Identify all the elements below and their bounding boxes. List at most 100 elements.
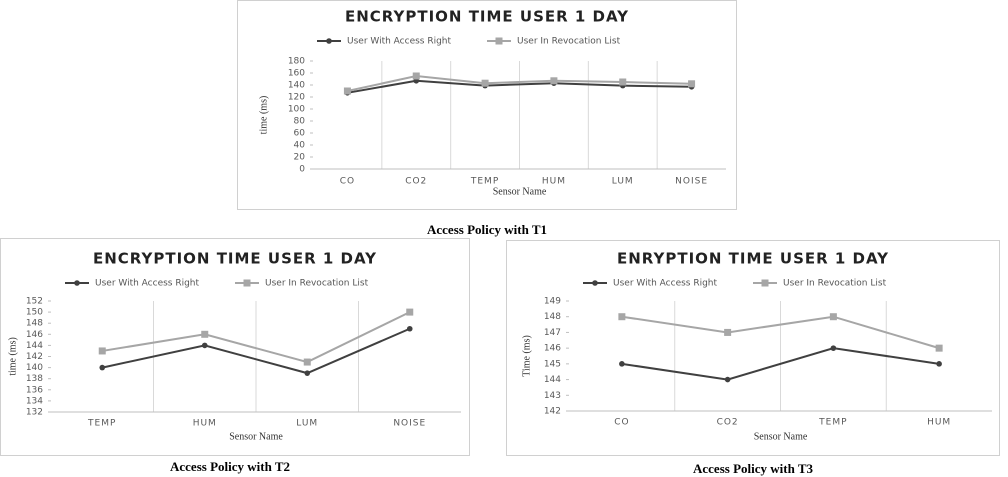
y-tick-label: 136 bbox=[26, 385, 43, 395]
chart-panel: ENCRYPTION TIME USER 1 DAY 132 134 136 138 14… bbox=[0, 238, 470, 456]
x-tick-label: LUM bbox=[612, 177, 634, 187]
legend-marker bbox=[326, 38, 332, 44]
caption: Access Policy with T1 bbox=[427, 222, 547, 237]
x-axis-title: Sensor Name bbox=[493, 186, 547, 197]
y-tick-label: 120 bbox=[288, 93, 305, 103]
legend-marker bbox=[243, 279, 251, 287]
legend-label: User With Access Right bbox=[613, 279, 718, 289]
data-point bbox=[481, 79, 489, 87]
y-tick-label: 40 bbox=[294, 141, 306, 151]
series-line bbox=[102, 327, 411, 375]
data-point bbox=[412, 72, 420, 80]
y-tick-label: 160 bbox=[288, 69, 305, 79]
x-tick-label: HUM bbox=[193, 419, 217, 429]
y-axis-title: time (ms) bbox=[258, 96, 269, 135]
x-axis-title: Sensor Name bbox=[229, 431, 283, 442]
y-tick-label: 20 bbox=[294, 153, 306, 163]
x-tick-label: HUM bbox=[542, 177, 566, 187]
series-line bbox=[347, 79, 692, 94]
y-axis-title: time (ms) bbox=[7, 337, 18, 376]
y-tick-label: 142 bbox=[544, 407, 561, 417]
y-tick-label: 180 bbox=[288, 57, 305, 67]
y-tick-label: 149 bbox=[544, 297, 561, 307]
y-tick-label: 138 bbox=[26, 374, 43, 384]
legend-marker bbox=[74, 280, 80, 286]
series-line bbox=[347, 74, 692, 92]
x-tick-label: CO2 bbox=[405, 177, 427, 187]
chart-panel: ENRYPTION TIME USER 1 DAY 142 143 144 145 146… bbox=[506, 240, 1000, 456]
data-point bbox=[406, 308, 414, 316]
x-tick-label: NOISE bbox=[393, 419, 426, 429]
x-axis-title: Sensor Name bbox=[754, 431, 808, 442]
legend-marker bbox=[592, 280, 598, 286]
series-line bbox=[102, 311, 411, 364]
data-point bbox=[935, 344, 943, 352]
data-point bbox=[724, 328, 732, 336]
data-point bbox=[99, 364, 106, 371]
y-tick-label: 148 bbox=[544, 312, 561, 322]
x-tick-label: NOISE bbox=[675, 177, 708, 187]
data-point bbox=[550, 77, 558, 85]
x-tick-label: TEMP bbox=[818, 418, 847, 428]
data-point bbox=[201, 330, 209, 338]
data-point bbox=[98, 347, 106, 355]
chart: ENRYPTION TIME USER 1 DAY 142 143 144 145 146… bbox=[521, 250, 992, 442]
data-point bbox=[618, 313, 626, 321]
data-point bbox=[619, 361, 625, 367]
legend-label: User With Access Right bbox=[347, 37, 452, 47]
y-tick-label: 146 bbox=[544, 344, 561, 354]
legend-marker bbox=[495, 37, 503, 45]
data-point bbox=[724, 376, 731, 383]
y-tick-label: 60 bbox=[294, 129, 306, 139]
data-point bbox=[304, 370, 311, 376]
y-tick-label: 132 bbox=[26, 408, 43, 418]
y-tick-label: 134 bbox=[26, 396, 43, 406]
data-point bbox=[830, 345, 837, 351]
y-axis-title: Time (ms) bbox=[521, 335, 532, 377]
data-point bbox=[936, 361, 942, 367]
y-tick-label: 146 bbox=[26, 330, 43, 340]
series-line bbox=[621, 347, 940, 381]
y-tick-label: 0 bbox=[299, 165, 305, 175]
x-tick-label: CO bbox=[340, 177, 355, 187]
data-point bbox=[688, 80, 696, 88]
data-point bbox=[829, 313, 837, 321]
chart-title: ENCRYPTION TIME USER 1 DAY bbox=[345, 8, 629, 26]
chart-title: ENCRYPTION TIME USER 1 DAY bbox=[93, 250, 377, 268]
data-point bbox=[201, 342, 208, 349]
y-tick-label: 143 bbox=[544, 391, 561, 401]
x-tick-label: LUM bbox=[296, 419, 318, 429]
caption: Access Policy with T2 bbox=[170, 459, 290, 474]
x-tick-label: TEMP bbox=[470, 177, 499, 187]
data-point bbox=[619, 78, 627, 86]
y-tick-label: 142 bbox=[26, 352, 43, 362]
y-tick-label: 140 bbox=[288, 81, 305, 91]
data-point bbox=[343, 87, 351, 95]
y-tick-label: 144 bbox=[26, 341, 43, 351]
chart-title: ENRYPTION TIME USER 1 DAY bbox=[617, 250, 889, 268]
chart: ENCRYPTION TIME USER 1 DAY13213413613814… bbox=[7, 250, 461, 442]
x-tick-label: CO bbox=[614, 418, 629, 428]
y-tick-label: 140 bbox=[26, 363, 43, 373]
series-line bbox=[621, 315, 940, 350]
y-tick-label: 148 bbox=[26, 319, 43, 329]
legend-label: User With Access Right bbox=[95, 279, 200, 289]
x-tick-label: CO2 bbox=[717, 418, 739, 428]
legend-label: User In Revocation List bbox=[517, 37, 621, 47]
y-tick-label: 80 bbox=[294, 117, 306, 127]
y-tick-label: 150 bbox=[26, 308, 43, 318]
caption: Access Policy with T3 bbox=[693, 461, 813, 476]
legend-label: User In Revocation List bbox=[783, 279, 887, 289]
y-tick-label: 147 bbox=[544, 328, 561, 338]
y-tick-label: 145 bbox=[544, 359, 561, 369]
legend-marker bbox=[761, 279, 769, 287]
chart-panel: ENCRYPTION TIME USER 1 DAY 0 20 40 60 80 100 12… bbox=[237, 0, 737, 210]
data-point bbox=[303, 358, 311, 366]
x-tick-label: HUM bbox=[927, 418, 951, 428]
data-point bbox=[406, 325, 413, 332]
x-tick-label: TEMP bbox=[87, 419, 116, 429]
legend-label: User In Revocation List bbox=[265, 279, 369, 289]
y-tick-label: 152 bbox=[26, 297, 43, 307]
y-tick-label: 100 bbox=[288, 105, 305, 115]
